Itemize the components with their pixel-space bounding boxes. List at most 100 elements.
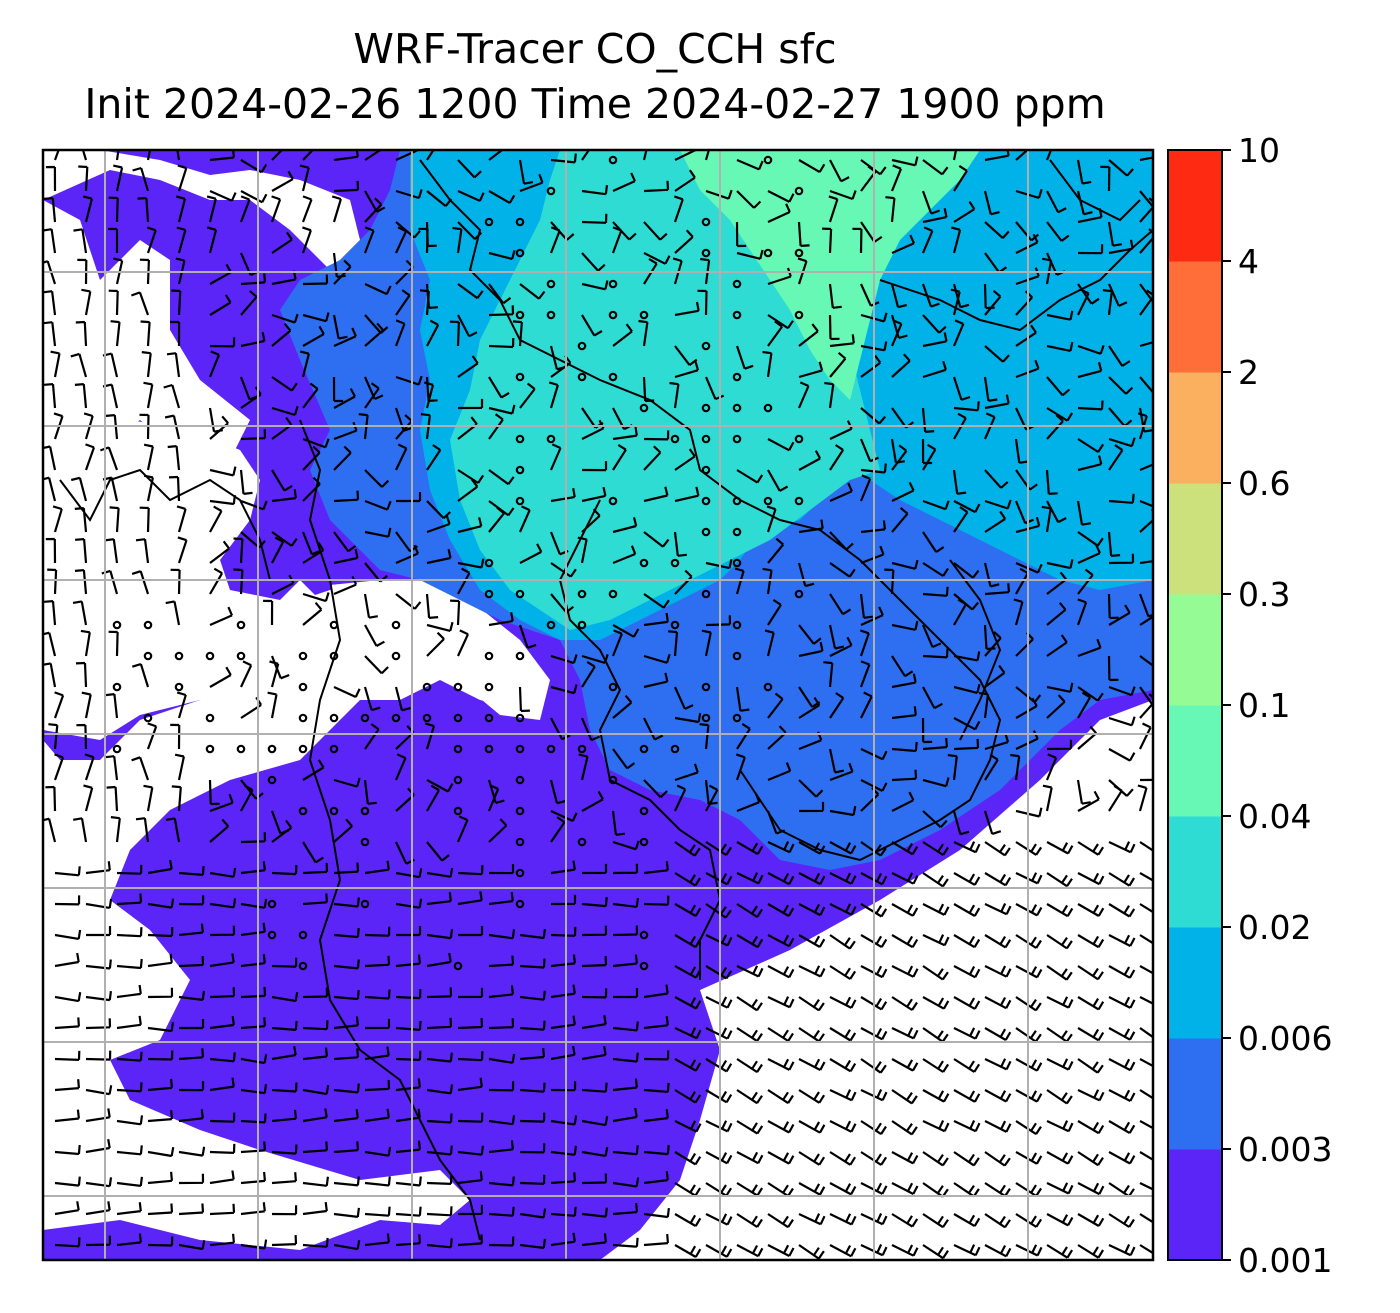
wind-barb xyxy=(137,197,150,223)
wind-barb xyxy=(240,273,266,286)
wind-barb xyxy=(828,195,839,223)
coastline-north xyxy=(419,159,1002,862)
wind-barb xyxy=(860,1027,888,1041)
wind-barb xyxy=(364,499,392,511)
wind-barb xyxy=(922,965,949,981)
wind-barb xyxy=(457,469,485,484)
wind-barb xyxy=(798,903,826,917)
wind-barb xyxy=(426,631,445,657)
wind-barb xyxy=(131,756,150,781)
calm-wind-marker xyxy=(515,465,525,475)
wind-barb xyxy=(240,986,267,999)
wind-barb xyxy=(1046,559,1074,570)
wind-barb xyxy=(240,1083,268,1095)
wind-barb xyxy=(643,717,664,741)
wind-barb xyxy=(891,1027,919,1040)
wind-barbs xyxy=(43,150,1153,1260)
wind-barb xyxy=(209,1170,235,1185)
wind-barb xyxy=(209,263,232,285)
wind-barb xyxy=(705,1151,733,1165)
wind-barb xyxy=(271,322,292,347)
wind-barb xyxy=(612,323,633,347)
wind-barb xyxy=(364,1206,391,1217)
wind-barb xyxy=(643,612,669,627)
wind-barb xyxy=(488,612,514,627)
calm-wind-marker xyxy=(360,837,370,847)
wind-barb xyxy=(456,815,469,843)
wind-barb xyxy=(860,312,888,323)
wind-barb xyxy=(860,872,888,886)
wind-barb xyxy=(798,965,826,978)
colorbar-swatch xyxy=(1168,150,1222,262)
wind-barb xyxy=(581,790,604,812)
colorbar-swatch xyxy=(1168,372,1222,484)
wind-barb xyxy=(953,903,981,917)
calm-wind-marker xyxy=(577,372,587,382)
wind-barb xyxy=(798,641,824,658)
wind-barb xyxy=(643,1109,669,1123)
wind-barb xyxy=(581,252,606,272)
wind-barb xyxy=(828,283,842,309)
calm-wind-marker xyxy=(205,651,215,661)
wind-barb xyxy=(395,898,423,909)
wind-barb xyxy=(643,895,670,906)
wind-barb xyxy=(1077,1027,1105,1042)
wind-barb xyxy=(798,872,826,886)
wind-barb xyxy=(333,490,360,503)
wind-barb xyxy=(1108,1058,1136,1072)
wind-barb xyxy=(395,443,408,471)
wind-barb xyxy=(953,996,981,1010)
wind-barb xyxy=(1077,1058,1104,1074)
wind-barb xyxy=(426,779,454,793)
wind-barb xyxy=(705,1182,733,1197)
wind-barb xyxy=(271,1082,298,1093)
wind-barb xyxy=(419,289,430,316)
wind-barb xyxy=(426,987,453,999)
wind-barb xyxy=(209,1143,236,1154)
wind-barb xyxy=(1015,1120,1042,1136)
wind-barb xyxy=(44,600,57,626)
wind-barb xyxy=(333,927,360,939)
wind-barb xyxy=(394,753,407,781)
wind-barb xyxy=(54,952,80,968)
wind-barb xyxy=(426,867,454,878)
wind-barb xyxy=(488,376,510,399)
wind-barb xyxy=(891,444,908,471)
wind-barb xyxy=(271,536,285,564)
wind-barb xyxy=(983,412,996,440)
wind-barb xyxy=(364,723,380,750)
wind-barb xyxy=(550,984,576,999)
wind-barb xyxy=(1108,784,1123,812)
wind-barb xyxy=(1046,500,1067,524)
wind-barb xyxy=(364,1046,390,1061)
wind-barb xyxy=(798,1213,826,1226)
coastline-east xyxy=(879,229,1153,332)
wind-barb xyxy=(301,195,313,223)
wind-barb xyxy=(860,463,887,474)
wind-barb xyxy=(577,536,588,564)
wind-barb xyxy=(642,150,648,161)
wind-barb xyxy=(581,280,609,291)
wind-barb xyxy=(1077,1120,1105,1135)
colorbar-tick-label: 0.02 xyxy=(1238,908,1311,947)
wind-barb xyxy=(859,629,870,657)
wind-barb xyxy=(178,1173,205,1185)
wind-barb xyxy=(1046,341,1074,352)
calm-wind-marker xyxy=(763,403,773,413)
wind-barb xyxy=(116,1082,143,1093)
wind-barb xyxy=(891,841,919,856)
wind-barb xyxy=(922,1151,949,1167)
wind-barb xyxy=(983,810,1002,835)
wind-barb xyxy=(860,341,888,352)
wind-barb xyxy=(1076,500,1092,526)
wind-barb xyxy=(271,1109,297,1123)
wind-barb xyxy=(331,195,342,223)
wind-barb xyxy=(1046,571,1067,595)
coastline-islands xyxy=(949,159,1141,741)
wind-barb xyxy=(488,864,515,875)
wind-barb xyxy=(178,923,204,937)
wind-barb xyxy=(83,412,94,440)
wind-barb xyxy=(488,1140,514,1154)
wind-barb xyxy=(612,517,638,534)
wind-barb xyxy=(395,1234,421,1247)
